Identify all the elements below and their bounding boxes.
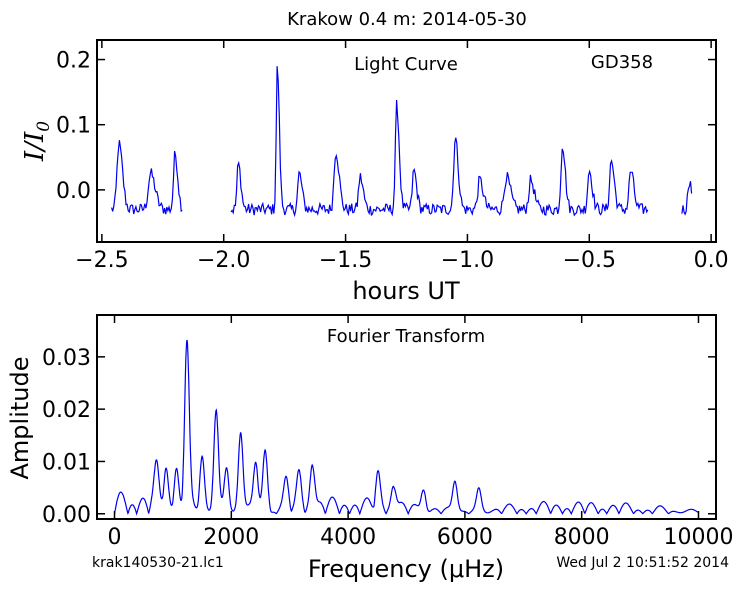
fourier-y-tick-label: 0.03 xyxy=(42,346,91,371)
fourier-x-tick-label: 6000 xyxy=(437,525,493,550)
object-label: GD358 xyxy=(591,52,653,73)
fourier-inner-title: Fourier Transform xyxy=(327,326,485,347)
fourier-x-tick-label: 8000 xyxy=(554,525,610,550)
fourier-y-axis-label: Amplitude xyxy=(6,357,34,480)
light-curve-x-axis-label: hours UT xyxy=(352,277,460,305)
fourier-x-tick-label: 0 xyxy=(108,525,122,550)
fourier-y-tick-label: 0.00 xyxy=(42,503,91,528)
fourier-x-tick-label: 4000 xyxy=(320,525,376,550)
fourier-frame xyxy=(96,314,717,520)
light-curve-x-tick-label: −1.5 xyxy=(319,248,372,273)
light-curve-y-axis-label: I/I0 xyxy=(20,121,54,162)
fourier-y-tick-label: 0.01 xyxy=(42,450,91,475)
light-curve-y-tick-label: 0.1 xyxy=(56,114,91,139)
light-curve-ticks: −2.5 −2.0 −1.5 −1.0 −0.5 0.0 0.0 0.1 0.2 xyxy=(56,40,729,273)
light-curve-x-tick-label: −1.0 xyxy=(441,248,494,273)
light-curve-inner-title: Light Curve xyxy=(354,54,458,75)
light-curve-y-tick-label: 0.0 xyxy=(56,179,91,204)
light-curve-panel: −2.5 −2.0 −1.5 −1.0 −0.5 0.0 0.0 0.1 0.2 Light C… xyxy=(20,39,729,305)
light-curve-x-tick-label: −0.5 xyxy=(563,248,616,273)
fourier-ticks: 0 2000 4000 6000 8000 10000 0.00 0.01 0.02 0.03 xyxy=(42,315,733,550)
fourier-series-line xyxy=(113,339,699,516)
light-curve-x-tick-label: −2.0 xyxy=(197,248,250,273)
fourier-y-tick-label: 0.02 xyxy=(42,398,91,423)
fourier-x-tick-label: 10000 xyxy=(663,525,733,550)
light-curve-frame xyxy=(96,39,717,243)
footer-filename: krak140530-21.lc1 xyxy=(92,555,224,571)
light-curve-x-tick-label: −2.5 xyxy=(75,248,128,273)
fourier-x-tick-label: 2000 xyxy=(203,525,259,550)
figure-title: Krakow 0.4 m: 2014-05-30 xyxy=(287,9,527,30)
light-curve-series-line xyxy=(111,66,693,218)
fourier-panel: 0 2000 4000 6000 8000 10000 0.00 0.01 0.02 0.03 F… xyxy=(6,314,733,583)
light-curve-x-tick-label: 0.0 xyxy=(694,248,729,273)
footer-timestamp: Wed Jul 2 10:51:52 2014 xyxy=(556,555,729,571)
light-curve-y-tick-label: 0.2 xyxy=(56,49,91,74)
fourier-x-axis-label: Frequency (μHz) xyxy=(308,555,504,583)
